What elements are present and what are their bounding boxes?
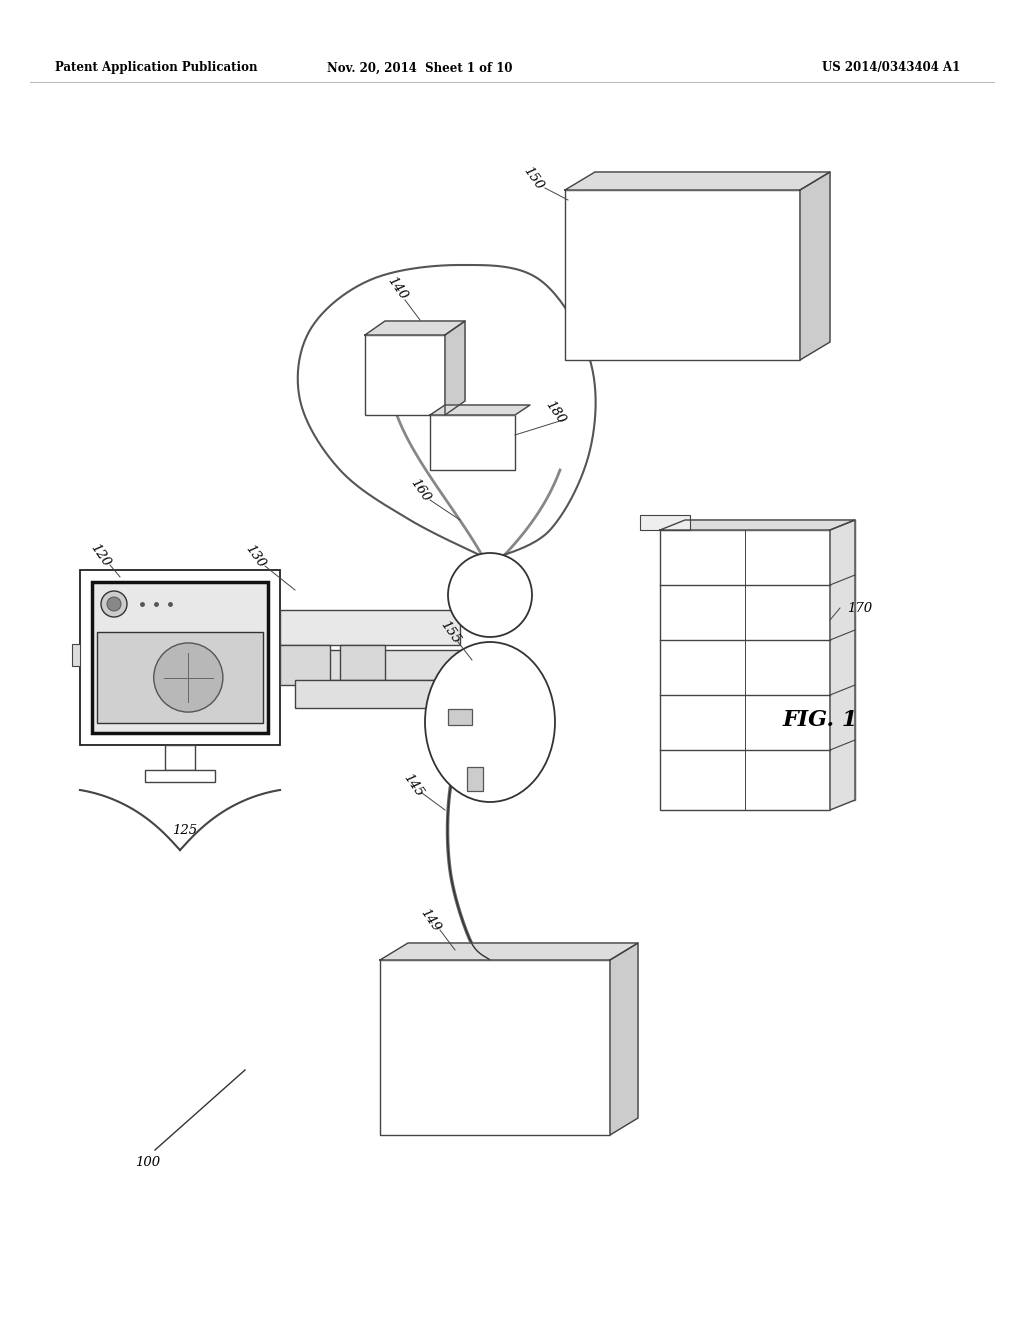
Polygon shape	[660, 520, 855, 531]
Text: 160: 160	[408, 477, 432, 504]
Bar	[280, 645, 330, 685]
Polygon shape	[800, 172, 830, 360]
Circle shape	[154, 643, 223, 711]
Text: 180: 180	[543, 399, 567, 426]
Bar	[72, 644, 80, 665]
Text: FIG. 1: FIG. 1	[782, 709, 858, 731]
Bar	[685, 520, 855, 800]
Bar	[165, 744, 195, 770]
Circle shape	[106, 597, 121, 611]
Text: 149: 149	[418, 906, 442, 935]
Text: 170: 170	[848, 602, 872, 615]
Bar	[380, 960, 610, 1135]
Bar	[565, 190, 800, 360]
Bar	[340, 645, 385, 680]
Bar	[295, 680, 445, 708]
Polygon shape	[610, 942, 638, 1135]
Polygon shape	[445, 321, 465, 414]
Bar	[145, 770, 215, 781]
Bar	[449, 709, 472, 725]
Bar	[660, 531, 830, 810]
Bar	[97, 632, 263, 723]
Bar	[640, 515, 690, 531]
Text: 145: 145	[400, 771, 426, 799]
Polygon shape	[430, 405, 530, 414]
Text: US 2014/0343404 A1: US 2014/0343404 A1	[821, 62, 961, 74]
Text: 155: 155	[437, 618, 463, 645]
Bar	[310, 649, 470, 680]
Circle shape	[101, 591, 127, 616]
Text: 140: 140	[384, 275, 410, 302]
Ellipse shape	[425, 642, 555, 803]
Polygon shape	[565, 172, 830, 190]
Text: Patent Application Publication: Patent Application Publication	[55, 62, 257, 74]
Polygon shape	[830, 520, 855, 810]
Bar	[80, 570, 280, 744]
Bar	[430, 414, 515, 470]
Text: 100: 100	[135, 1156, 161, 1170]
Text: 125: 125	[172, 824, 198, 837]
Text: Nov. 20, 2014  Sheet 1 of 10: Nov. 20, 2014 Sheet 1 of 10	[328, 62, 513, 74]
Bar	[92, 582, 268, 733]
Text: 120: 120	[87, 541, 113, 569]
Text: 130: 130	[243, 543, 267, 570]
Circle shape	[449, 553, 532, 638]
Polygon shape	[380, 942, 638, 960]
Polygon shape	[365, 321, 465, 335]
Bar	[365, 335, 445, 414]
Bar	[467, 767, 483, 791]
Text: 150: 150	[520, 164, 546, 191]
Bar	[280, 610, 460, 645]
